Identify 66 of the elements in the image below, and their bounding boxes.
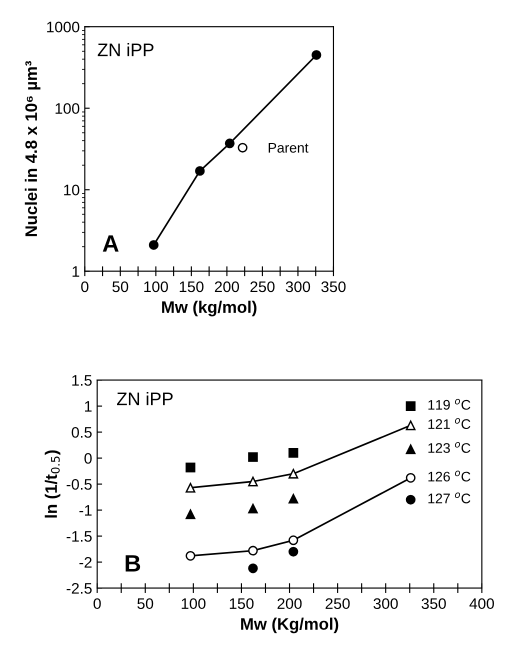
point xyxy=(406,401,416,411)
series-label: 121 $^{o}$C xyxy=(428,418,470,430)
x-tick-label: 150 xyxy=(180,281,204,292)
point xyxy=(406,473,416,483)
point xyxy=(148,240,159,250)
x-axis-title: Mw (Kg/mol) xyxy=(241,618,338,634)
x-tick-label: 400 xyxy=(469,598,494,610)
point xyxy=(288,468,298,479)
point xyxy=(406,444,416,454)
x-tick-label: 250 xyxy=(250,281,275,292)
point xyxy=(312,50,322,60)
x-tick-label: 350 xyxy=(321,281,346,292)
y-axis-title: ln (1/t$_{0.5}$) xyxy=(44,450,60,518)
point xyxy=(186,551,196,561)
x-axis-title: Mw (kg/mol) xyxy=(162,300,256,316)
point xyxy=(186,462,196,472)
x-tick-label: 350 xyxy=(422,598,446,610)
y-axis-title: Nuclei in 4.8 x 10⁶ µm³ xyxy=(24,61,40,236)
y-tick-label: 1 xyxy=(85,401,92,412)
point xyxy=(186,482,196,493)
x-tick-label: 300 xyxy=(374,598,398,610)
annotation: ZN iPP xyxy=(117,392,173,406)
x-tick-label: 0 xyxy=(94,598,101,610)
point xyxy=(248,476,258,486)
series-label: 126 $^{o}$C xyxy=(428,470,470,482)
y-tick-label: 0 xyxy=(84,452,92,464)
point xyxy=(224,138,235,148)
point xyxy=(248,504,258,514)
y-tick-label: -1 xyxy=(79,505,92,516)
x-tick-label: 150 xyxy=(230,598,254,610)
y-tick-label: 1 xyxy=(72,266,80,277)
y-tick-label: -2.5 xyxy=(66,582,92,594)
y-tick-label: -2 xyxy=(79,556,92,568)
x-tick-label: 100 xyxy=(144,281,168,292)
annotation: ZN iPP xyxy=(98,42,154,56)
point xyxy=(288,546,298,557)
y-tick-label: 1000 xyxy=(47,22,80,32)
point xyxy=(186,509,196,520)
y-tick-label: 1.5 xyxy=(72,375,92,386)
x-tick-label: 200 xyxy=(214,281,240,292)
x-tick-label: 50 xyxy=(112,281,128,292)
point xyxy=(195,166,205,176)
point xyxy=(288,535,298,546)
y-tick-label: 100 xyxy=(56,103,80,114)
point xyxy=(288,448,298,458)
y-tick-label: -0.5 xyxy=(66,478,92,490)
point xyxy=(248,452,258,462)
y-tick-label: -1.5 xyxy=(66,531,92,542)
annotation: A xyxy=(102,235,119,252)
y-tick-label: 0.5 xyxy=(72,426,92,438)
x-tick-label: 50 xyxy=(137,598,154,610)
x-tick-label: 300 xyxy=(286,281,310,292)
x-tick-label: 250 xyxy=(326,598,350,610)
point xyxy=(248,563,258,574)
annotation: B xyxy=(126,555,140,572)
x-tick-label: 200 xyxy=(278,598,302,610)
series-label: 123 $^{o}$C xyxy=(428,442,470,453)
series-label: 127 $^{o}$C xyxy=(428,492,470,504)
point xyxy=(288,494,298,504)
legend-label: Parent xyxy=(268,143,308,153)
x-tick-label: 100 xyxy=(182,598,206,610)
series-label: 119 $^{o}$C xyxy=(428,398,470,410)
point xyxy=(406,494,416,505)
point xyxy=(248,546,258,556)
point xyxy=(406,420,416,430)
y-tick-label: 10 xyxy=(64,184,80,196)
